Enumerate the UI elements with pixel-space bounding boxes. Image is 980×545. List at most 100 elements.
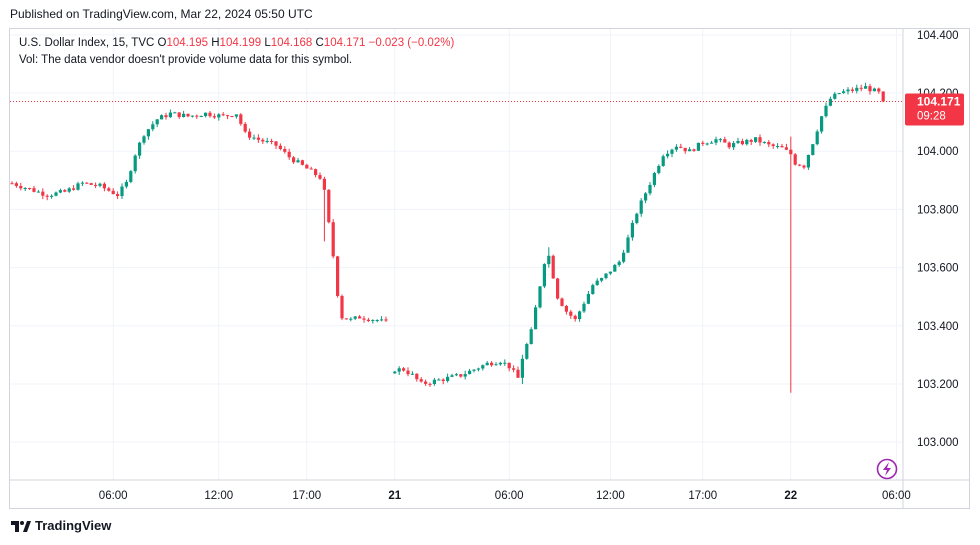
y-tick-label: 103.200 <box>917 379 959 391</box>
candle-body <box>595 280 599 286</box>
candle-body <box>701 142 705 144</box>
chart-frame[interactable] <box>9 28 970 509</box>
candle-body <box>472 369 476 371</box>
candle-body <box>366 319 370 321</box>
candle-body <box>864 86 868 89</box>
candle-body <box>340 295 344 319</box>
candle-body <box>331 222 335 257</box>
candle-body <box>525 344 529 359</box>
candle-body <box>371 320 375 322</box>
candle-body <box>842 91 846 94</box>
candle-body <box>516 369 520 378</box>
candle-body <box>182 113 186 118</box>
candle-body <box>265 140 269 142</box>
candle-body <box>410 373 414 375</box>
candle-body <box>362 318 366 320</box>
candle-body <box>120 186 124 197</box>
candle-body <box>811 144 815 155</box>
candle-body <box>507 362 511 369</box>
candle-body <box>14 183 18 187</box>
candle-body <box>437 379 441 381</box>
candle-body <box>881 91 885 102</box>
candle-body <box>696 142 700 151</box>
candle-body <box>50 195 54 197</box>
candle-body <box>740 140 744 145</box>
candle-body <box>604 273 608 279</box>
tradingview-brand[interactable]: TradingView <box>11 518 111 533</box>
candle-body <box>384 319 388 321</box>
candle-body <box>723 139 727 143</box>
candle-body <box>806 154 810 168</box>
candle-body <box>644 193 648 201</box>
close-value: 104.171 <box>323 37 366 49</box>
candle-body <box>718 139 722 141</box>
candle-body <box>32 188 36 192</box>
candle-body <box>617 261 621 265</box>
candle-body <box>72 188 76 190</box>
x-tick-label: 21 <box>388 490 401 502</box>
candle-body <box>393 371 397 374</box>
candle-body <box>305 164 309 169</box>
tradingview-logo-icon <box>11 520 31 532</box>
candle-body <box>415 373 419 380</box>
candle-body <box>406 370 410 375</box>
y-tick-label: 103.800 <box>917 204 959 216</box>
candle-body <box>424 381 428 384</box>
candle-body <box>10 183 14 185</box>
candle-body <box>380 319 384 321</box>
x-tick-label: 12:00 <box>596 490 625 502</box>
candle-body <box>710 142 714 144</box>
candle-body <box>217 114 221 118</box>
open-value: 104.195 <box>166 37 209 49</box>
candle-body <box>239 114 243 124</box>
candle-body <box>212 116 216 118</box>
candle-body <box>102 183 106 189</box>
candle-body <box>204 112 208 117</box>
candle-body <box>635 213 639 223</box>
candle-body <box>221 114 225 116</box>
candle-body <box>556 278 560 299</box>
candle-body <box>850 89 854 91</box>
price-axis[interactable]: 104.400104.200104.000103.800103.600103.4… <box>902 29 959 509</box>
x-tick-label: 17:00 <box>292 490 321 502</box>
candle-body <box>155 119 159 125</box>
candle-body <box>789 149 793 155</box>
candle-body <box>283 148 287 152</box>
candle-body <box>679 146 683 148</box>
candle-body <box>19 186 23 189</box>
low-label: L <box>264 37 271 49</box>
time-axis[interactable]: 06:00 12:00 17:00 21 06:00 12:00 17:00 22 06:00 <box>10 479 970 502</box>
candle-body <box>28 188 32 190</box>
last-price-box <box>905 93 964 126</box>
candle-body <box>428 383 432 385</box>
candle-body <box>736 140 740 144</box>
candle-body <box>855 87 859 91</box>
candle-body <box>754 137 758 142</box>
candle-body <box>252 137 256 139</box>
candle-body <box>274 141 278 146</box>
candles <box>10 82 885 393</box>
candle-body <box>151 124 155 130</box>
flash-bolt <box>883 462 891 476</box>
candle-body <box>877 88 881 92</box>
candle-body <box>89 183 93 185</box>
candle-body <box>613 264 617 272</box>
candle-body <box>872 88 876 92</box>
candle-body <box>630 222 634 238</box>
candle-body <box>661 156 665 166</box>
candle-body <box>164 115 168 118</box>
flash-icon[interactable] <box>876 458 898 480</box>
low-value: 104.168 <box>270 37 313 49</box>
x-tick-label: 06:00 <box>495 490 524 502</box>
candle-body <box>762 142 766 144</box>
candle-body <box>230 116 234 118</box>
candle-body <box>375 320 379 322</box>
candle-body <box>349 318 353 320</box>
candle-body <box>344 318 348 320</box>
candle-body <box>256 137 260 140</box>
candle-body <box>828 98 832 106</box>
flash-circle <box>876 458 898 480</box>
candle-body <box>314 169 318 176</box>
candle-body <box>569 311 573 316</box>
